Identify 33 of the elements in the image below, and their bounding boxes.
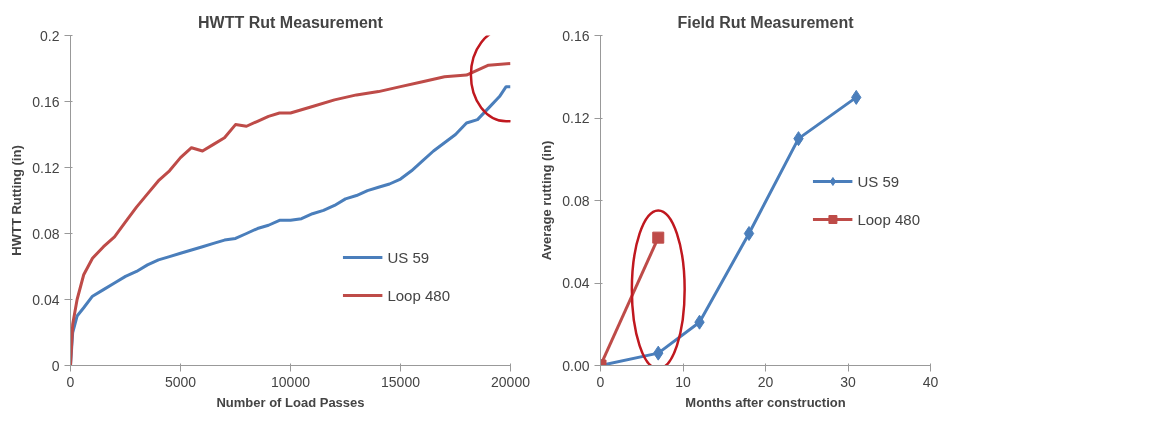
x-tick-label: 5000 bbox=[164, 373, 197, 390]
y-tick-label: 0 bbox=[51, 357, 60, 374]
x-tick-label: 10 bbox=[675, 373, 691, 390]
y-tick-label: 0.16 bbox=[32, 93, 60, 110]
legend-label: Loop 480 bbox=[857, 210, 920, 228]
x-tick-label: 20 bbox=[757, 373, 774, 390]
x-tick-label: 15000 bbox=[381, 373, 421, 390]
x-axis-title: Number of Load Passes bbox=[216, 394, 365, 410]
x-tick-label: 0 bbox=[66, 373, 75, 390]
chart-title: HWTT Rut Measurement bbox=[198, 13, 384, 31]
y-axis-title: HWTT Rutting (in) bbox=[9, 145, 25, 256]
point bbox=[743, 226, 755, 241]
legend-label: Loop 480 bbox=[387, 286, 450, 304]
x-tick-label: 40 bbox=[922, 373, 939, 390]
x-tick-label: 10000 bbox=[271, 373, 311, 390]
y-tick-label: 0.2 bbox=[40, 27, 60, 44]
y-tick-label: 0.08 bbox=[32, 225, 60, 242]
x-tick-label: 0 bbox=[596, 373, 605, 390]
point bbox=[652, 231, 665, 244]
y-tick-label: 0.08 bbox=[562, 192, 590, 209]
legend-label: US 59 bbox=[857, 172, 900, 190]
y-tick-label: 0.12 bbox=[562, 110, 590, 126]
x-tick-label: 30 bbox=[840, 373, 856, 390]
y-tick-label: 0.12 bbox=[32, 159, 60, 176]
x-tick-label: 20000 bbox=[491, 373, 531, 390]
y-tick-label: 0.00 bbox=[562, 357, 590, 374]
chart-title: Field Rut Measurement bbox=[677, 13, 855, 31]
y-tick-label: 0.16 bbox=[562, 27, 590, 44]
y-tick-label: 0.04 bbox=[562, 275, 590, 291]
x-axis-title: Months after construction bbox=[685, 394, 846, 410]
legend-label: US 59 bbox=[387, 248, 430, 266]
y-axis-title: Average rutting (in) bbox=[539, 140, 555, 261]
y-tick-label: 0.04 bbox=[32, 291, 60, 308]
